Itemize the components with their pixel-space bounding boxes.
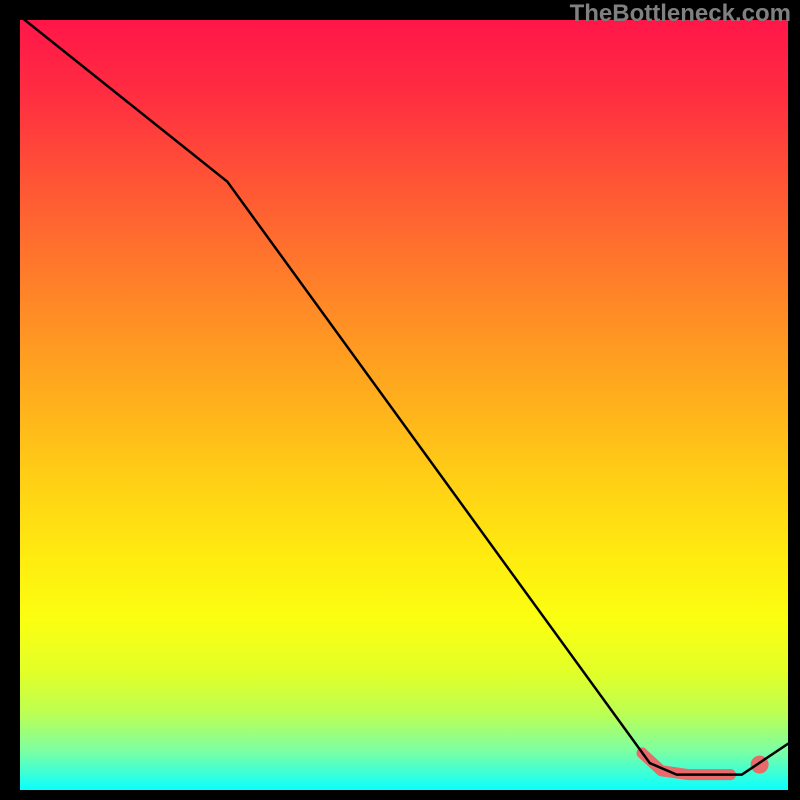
plot-background [20,20,788,790]
chart-svg [0,0,800,800]
bottleneck-chart: TheBottleneck.com [0,0,800,800]
watermark-text: TheBottleneck.com [570,0,791,28]
